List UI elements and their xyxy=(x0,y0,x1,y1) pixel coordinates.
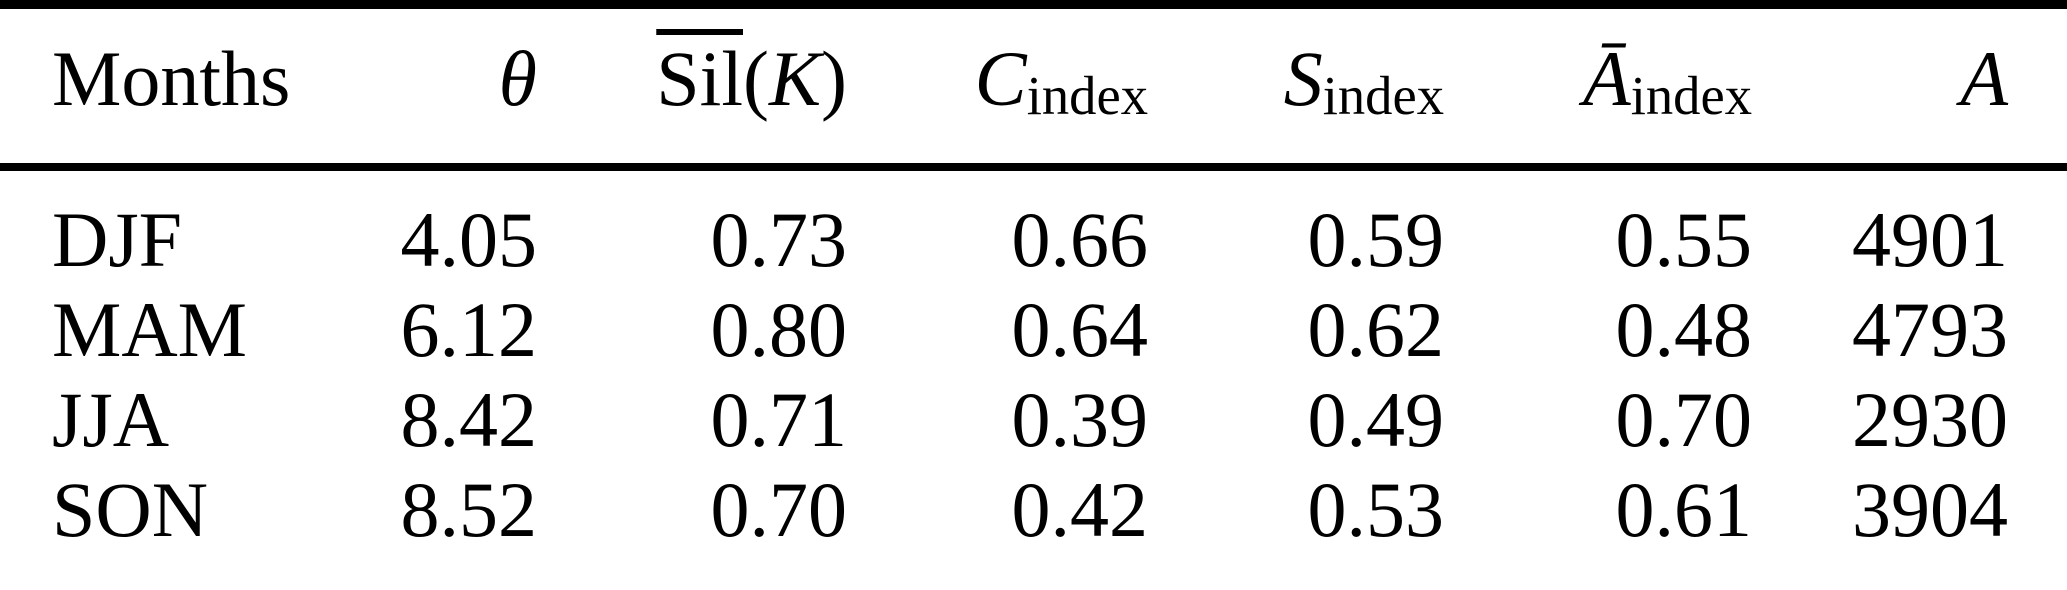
col-header-theta: θ xyxy=(350,5,545,168)
s-symbol: S xyxy=(1283,35,1323,122)
col-header-abar-index: Āindex xyxy=(1452,5,1760,168)
cell-months: SON xyxy=(52,466,209,553)
cell-abar-index: 0.55 xyxy=(1615,196,1753,283)
table-row-djf: DJF 4.05 0.73 0.66 0.59 0.55 4901 xyxy=(0,167,2067,285)
cell-months: MAM xyxy=(52,286,248,373)
cell-c-index: 0.64 xyxy=(1011,286,1149,373)
cell-s-index: 0.62 xyxy=(1307,286,1445,373)
cell-abar-index: 0.70 xyxy=(1615,376,1753,463)
cell-a: 2930 xyxy=(1852,376,2008,463)
col-header-sil-k: Sil(K) xyxy=(545,5,855,168)
cell-months: DJF xyxy=(52,196,183,283)
cell-theta: 8.52 xyxy=(400,466,538,553)
table-header-row: Months θ Sil(K) Cindex Sindex Āindex xyxy=(0,5,2067,168)
cell-a: 4793 xyxy=(1852,286,2008,373)
table-row-jja: JJA 8.42 0.71 0.39 0.49 0.70 2930 xyxy=(0,375,2067,465)
cell-s-index: 0.49 xyxy=(1307,376,1445,463)
cell-c-index: 0.42 xyxy=(1011,466,1149,553)
cell-a: 3904 xyxy=(1852,466,2008,553)
theta-symbol: θ xyxy=(498,35,537,122)
index-subscript: index xyxy=(1630,64,1752,126)
cell-sil: 0.80 xyxy=(710,286,848,373)
cell-sil: 0.73 xyxy=(710,196,848,283)
cell-a: 4901 xyxy=(1852,196,2008,283)
k-argument: K xyxy=(768,35,822,122)
cell-c-index: 0.39 xyxy=(1011,376,1149,463)
cell-sil: 0.71 xyxy=(710,376,848,463)
cell-sil: 0.70 xyxy=(710,466,848,553)
cell-months: JJA xyxy=(52,376,170,463)
table-row-mam: MAM 6.12 0.80 0.64 0.62 0.48 4793 xyxy=(0,285,2067,375)
col-header-s-index: Sindex xyxy=(1156,5,1452,168)
col-header-a: A xyxy=(1760,5,2067,168)
cell-abar-index: 0.61 xyxy=(1615,466,1753,553)
table-row-son: SON 8.52 0.70 0.42 0.53 0.61 3904 xyxy=(0,465,2067,590)
cell-c-index: 0.66 xyxy=(1011,196,1149,283)
months-label: Months xyxy=(52,35,291,122)
cell-s-index: 0.59 xyxy=(1307,196,1445,283)
overline-sil-label: Sil xyxy=(656,35,743,122)
cell-theta: 8.42 xyxy=(400,376,538,463)
close-paren: ) xyxy=(821,35,847,122)
a-bar-symbol: Ā xyxy=(1583,35,1631,122)
col-header-months: Months xyxy=(0,5,350,168)
index-subscript: index xyxy=(1322,64,1444,126)
a-symbol: A xyxy=(1960,35,2008,122)
cell-theta: 6.12 xyxy=(400,286,538,373)
cell-s-index: 0.53 xyxy=(1307,466,1445,553)
index-subscript: index xyxy=(1026,64,1148,126)
col-header-c-index: Cindex xyxy=(855,5,1156,168)
cell-theta: 4.05 xyxy=(400,196,538,283)
cell-abar-index: 0.48 xyxy=(1615,286,1753,373)
open-paren: ( xyxy=(743,35,769,122)
c-symbol: C xyxy=(974,35,1027,122)
